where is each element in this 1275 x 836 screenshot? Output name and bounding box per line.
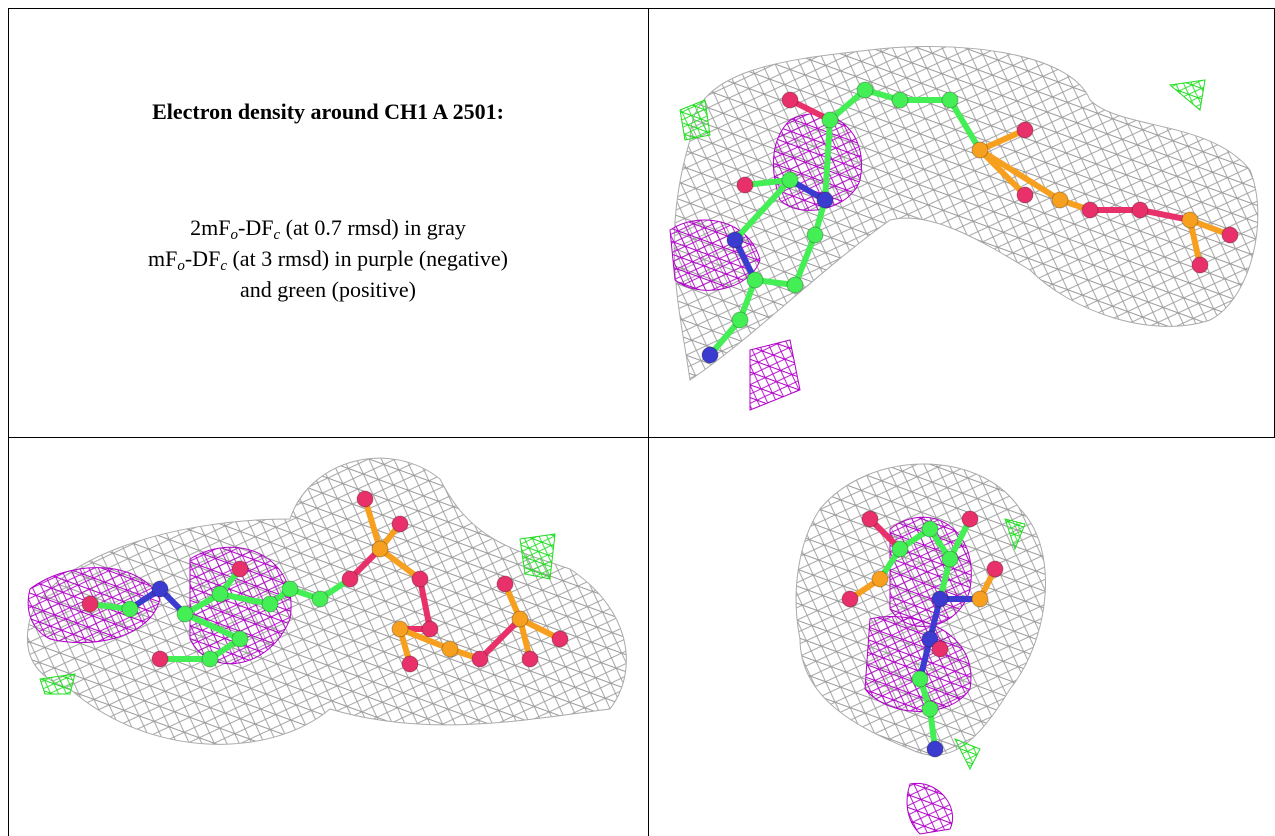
atom bbox=[1017, 122, 1033, 138]
text: 2mF bbox=[190, 215, 230, 240]
atom bbox=[702, 347, 718, 363]
atom bbox=[412, 571, 428, 587]
atom bbox=[1132, 202, 1148, 218]
density-mesh bbox=[520, 534, 555, 579]
atom bbox=[747, 272, 763, 288]
caption-line: and green (positive) bbox=[8, 274, 648, 305]
density-mesh bbox=[750, 340, 800, 410]
cell-title: Electron density around CH1 A 2501: bbox=[8, 99, 648, 125]
atom bbox=[202, 651, 218, 667]
atom bbox=[357, 491, 373, 507]
atom bbox=[972, 591, 988, 607]
page: {"cells": {"top_left": {"title": "Electr… bbox=[0, 0, 1275, 836]
atom bbox=[822, 112, 838, 128]
atom bbox=[942, 92, 958, 108]
atom bbox=[1017, 187, 1033, 203]
atom bbox=[787, 277, 803, 293]
caption-line: 2mFo-DFc (at 0.7 rmsd) in gray bbox=[8, 212, 648, 243]
atom bbox=[912, 671, 928, 687]
atom bbox=[422, 621, 438, 637]
atom bbox=[872, 571, 888, 587]
atom bbox=[892, 541, 908, 557]
atom bbox=[122, 601, 138, 617]
subscript: o bbox=[231, 227, 239, 243]
density-image-top bbox=[650, 10, 1274, 436]
text: (at 0.7 rmsd) in gray bbox=[280, 215, 466, 240]
atom bbox=[922, 701, 938, 717]
atom bbox=[1182, 212, 1198, 228]
density-mesh bbox=[955, 739, 980, 769]
atom bbox=[972, 142, 988, 158]
atom bbox=[212, 586, 228, 602]
text: -DF bbox=[238, 215, 273, 240]
atom bbox=[932, 641, 948, 657]
atom bbox=[842, 591, 858, 607]
atom bbox=[892, 92, 908, 108]
text: -DF bbox=[185, 246, 220, 271]
atom bbox=[522, 651, 538, 667]
atom bbox=[262, 596, 278, 612]
text: (at 3 rmsd) in purple (negative) bbox=[227, 246, 508, 271]
atom bbox=[402, 656, 418, 672]
text: mF bbox=[148, 246, 177, 271]
caption-line: mFo-DFc (at 3 rmsd) in purple (negative) bbox=[8, 243, 648, 274]
atom bbox=[512, 611, 528, 627]
atom bbox=[392, 516, 408, 532]
atom bbox=[1052, 192, 1068, 208]
atom bbox=[782, 172, 798, 188]
density-mesh bbox=[680, 100, 710, 140]
subscript: o bbox=[177, 258, 185, 274]
subscript: c bbox=[220, 258, 227, 274]
atom bbox=[1082, 202, 1098, 218]
atom bbox=[922, 521, 938, 537]
atom bbox=[987, 561, 1003, 577]
density-mesh bbox=[907, 783, 953, 834]
atom bbox=[817, 192, 833, 208]
density-mesh bbox=[1170, 80, 1205, 110]
atom bbox=[732, 312, 748, 328]
atom bbox=[942, 551, 958, 567]
atom bbox=[282, 581, 298, 597]
atom bbox=[232, 631, 248, 647]
atom bbox=[862, 511, 878, 527]
atom bbox=[927, 741, 943, 757]
density-image-bottom-right bbox=[650, 439, 1274, 835]
atom bbox=[392, 621, 408, 637]
row-divider bbox=[8, 437, 1275, 438]
column-divider bbox=[648, 8, 649, 836]
atom bbox=[152, 581, 168, 597]
atom bbox=[472, 651, 488, 667]
density-mesh bbox=[40, 674, 75, 694]
atom bbox=[782, 92, 798, 108]
atom bbox=[442, 641, 458, 657]
atom bbox=[1192, 257, 1208, 273]
atom bbox=[962, 511, 978, 527]
atom bbox=[1222, 227, 1238, 243]
atom bbox=[932, 591, 948, 607]
atom bbox=[177, 606, 193, 622]
atom bbox=[232, 561, 248, 577]
atom bbox=[857, 82, 873, 98]
atom bbox=[807, 227, 823, 243]
atom bbox=[82, 596, 98, 612]
atom bbox=[152, 651, 168, 667]
density-image-bottom-left bbox=[10, 439, 647, 835]
atom bbox=[552, 631, 568, 647]
atom bbox=[372, 541, 388, 557]
atom bbox=[727, 232, 743, 248]
atom bbox=[342, 571, 358, 587]
atom bbox=[737, 177, 753, 193]
atom bbox=[312, 591, 328, 607]
atom bbox=[497, 576, 513, 592]
